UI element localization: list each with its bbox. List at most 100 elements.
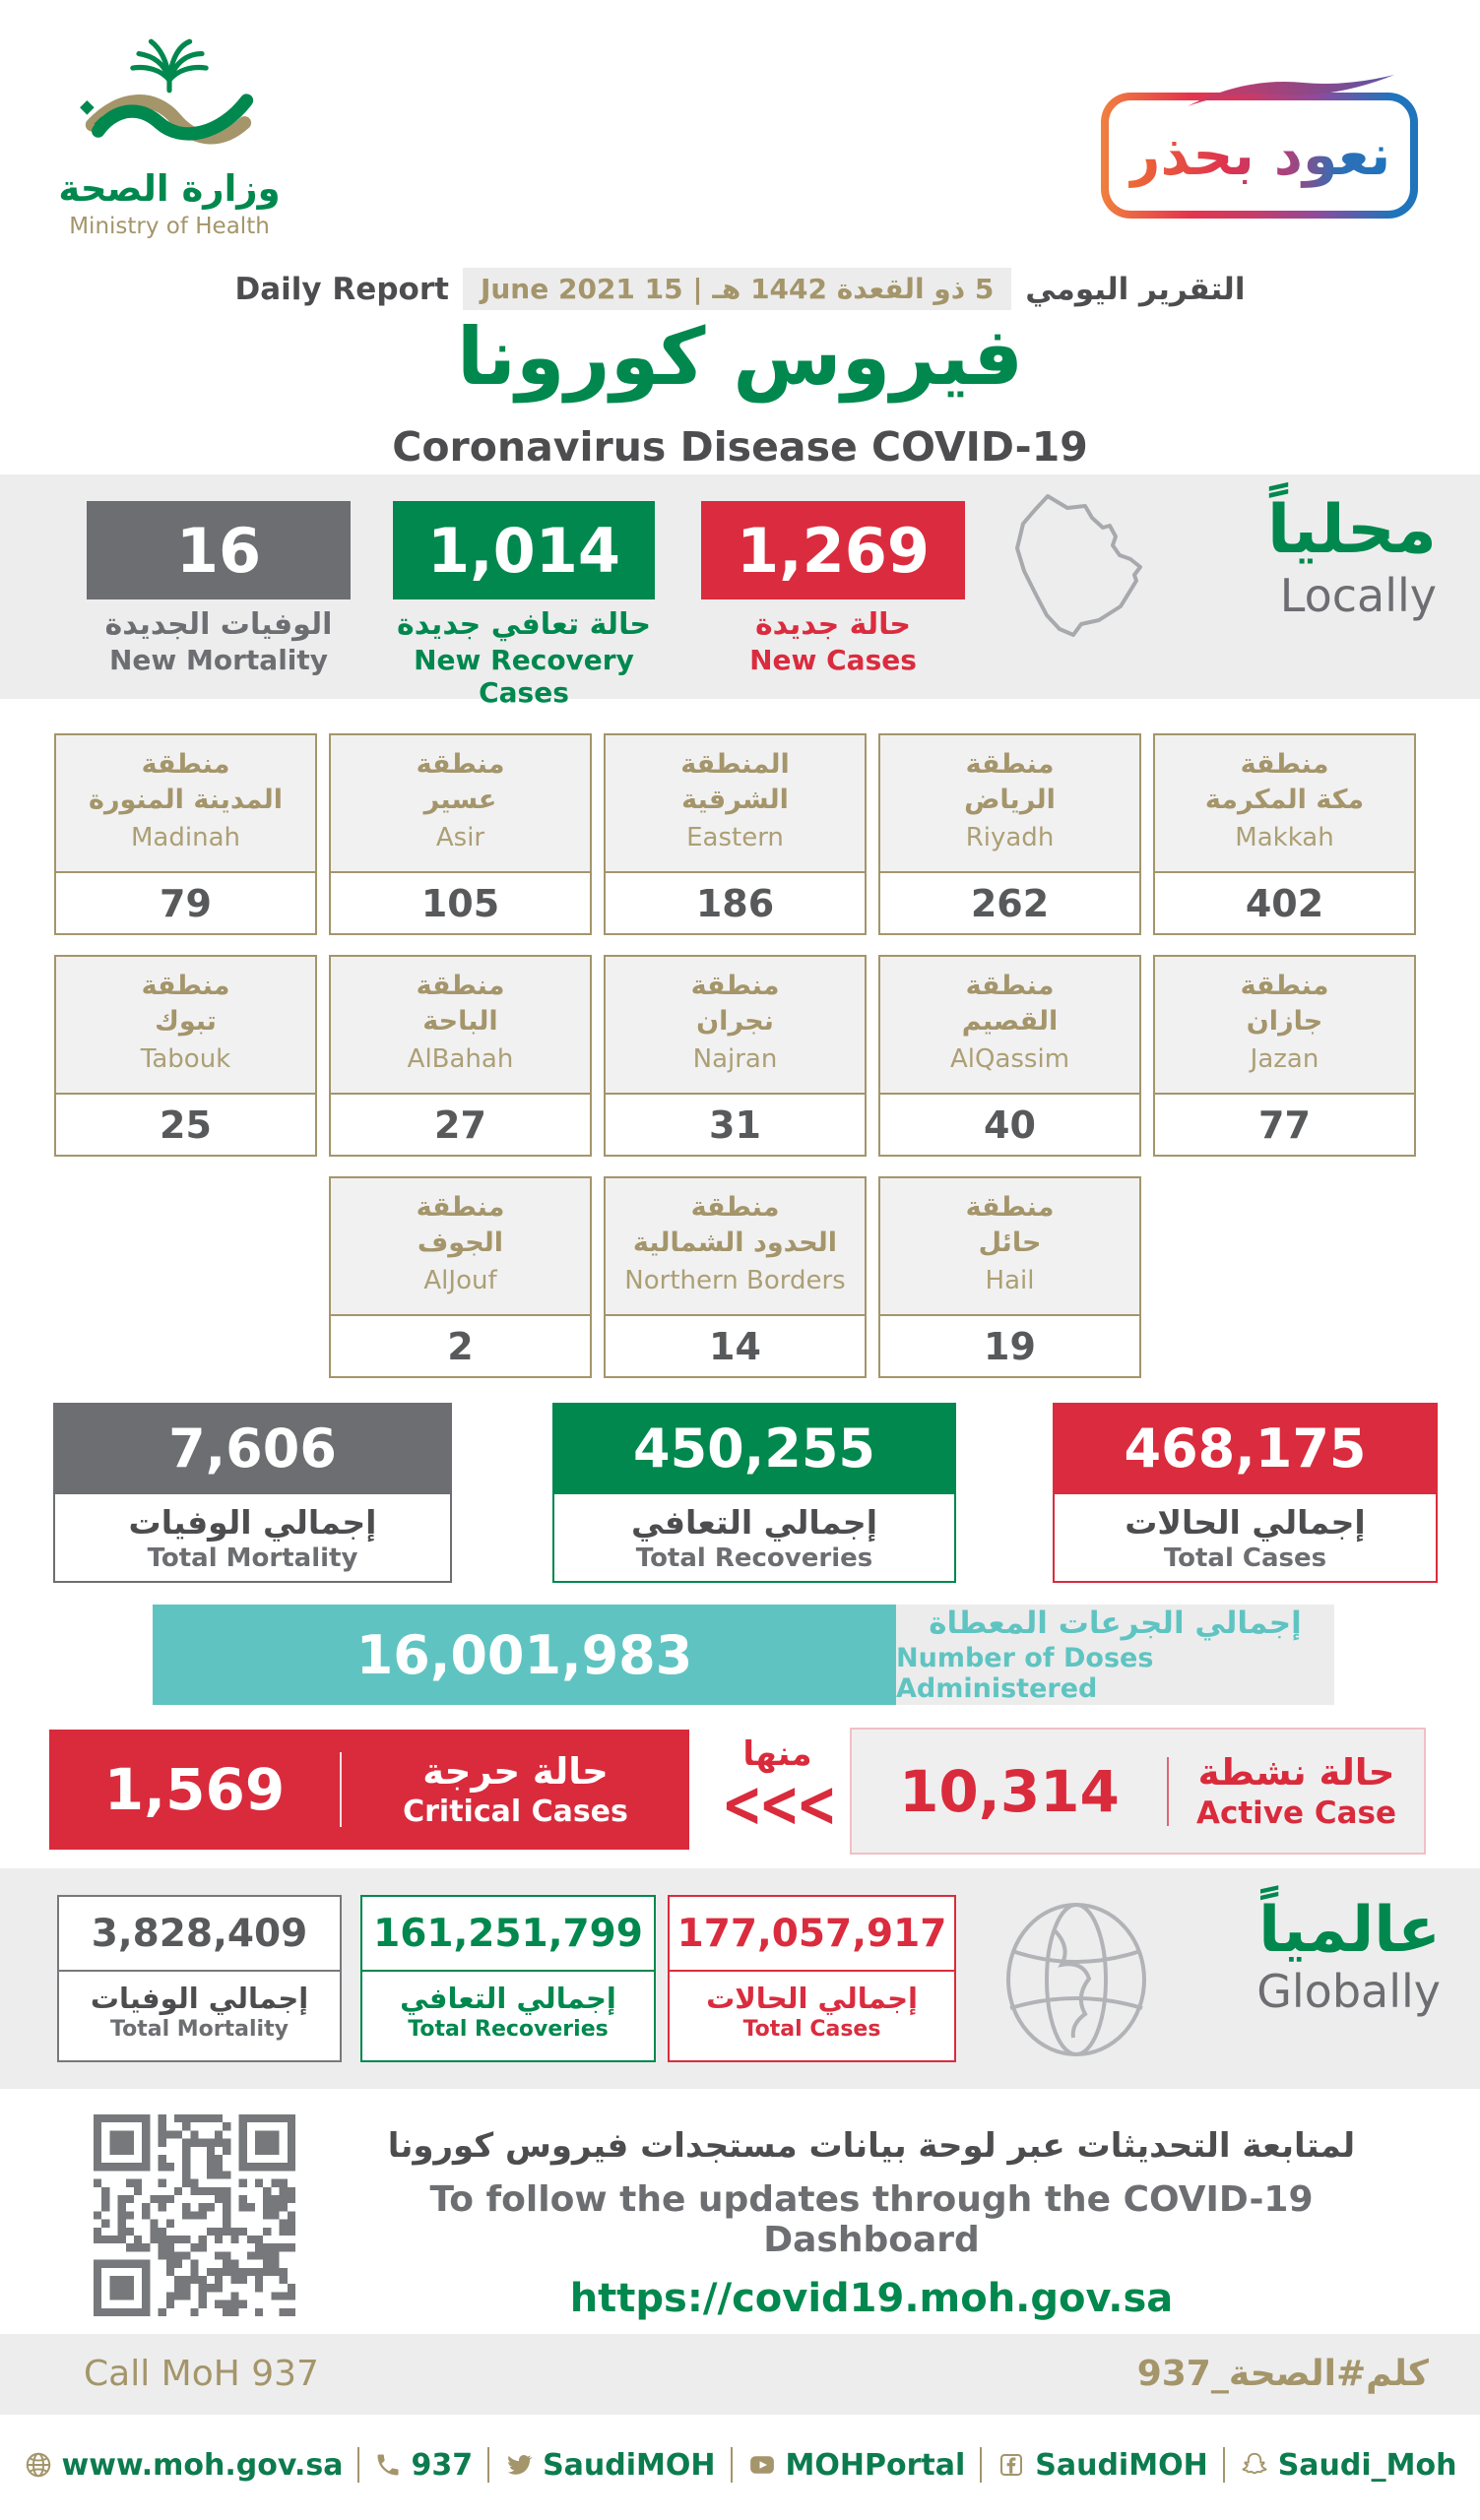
region-case-count: 77 — [1258, 1102, 1311, 1147]
region-name-en: Tabouk — [140, 1043, 231, 1074]
region-name-en: Jazan — [1250, 1043, 1319, 1074]
footer-youtube: MOHPortal — [733, 2448, 981, 2483]
hotline-band: Call MoH 937 كلم#الصحة_937 — [0, 2334, 1480, 2415]
locally-label-ar: محلياً — [1266, 491, 1437, 569]
region-name-ar: منطقة حائل — [965, 1192, 1055, 1259]
locally-label: محلياً Locally — [1266, 491, 1437, 622]
region-card-header: منطقة القصيم AlQassim — [880, 957, 1139, 1095]
facebook-icon — [1000, 2454, 1023, 2476]
global-mortality-card: 3,828,409 إجمالي الوفيات Total Mortality — [57, 1895, 342, 2062]
region-card-hail: منطقة حائل Hail 19 — [878, 1176, 1141, 1378]
active-cases-value: 10,314 — [899, 1757, 1120, 1825]
region-name-ar: منطقة تبوك — [141, 971, 230, 1038]
region-name-en: Asir — [435, 822, 485, 852]
region-card-madinah: منطقة المدينة المنورة Madinah 79 — [54, 733, 317, 935]
report-date-row: Daily Report 5 ذو القعدة 1442 هـ | 15 Ju… — [0, 268, 1480, 310]
region-name-ar: منطقة مكة المكرمة — [1204, 749, 1365, 816]
footer-separator — [487, 2447, 490, 2483]
dashboard-url-link[interactable]: https://covid19.moh.gov.sa — [569, 2276, 1174, 2321]
dashboard-info: لمتابعة التحديثات عبر لوحة بيانات مستجدا… — [325, 2126, 1418, 2321]
new-recoveries-label-en: New Recovery Cases — [414, 644, 634, 709]
region-card-alqassim: منطقة القصيم AlQassim 40 — [878, 955, 1141, 1157]
footer-separator — [1222, 2447, 1225, 2483]
moh-logo: وزارة الصحة Ministry of Health — [51, 35, 288, 239]
critical-cases-labels: حالة حرجة Critical Cases — [342, 1750, 689, 1829]
region-card-header: منطقة جازان Jazan — [1155, 957, 1414, 1095]
new-cases-stat: 1,269 حالة جديدة New Cases — [701, 501, 965, 676]
globe-icon — [26, 2452, 50, 2478]
social-footer: www.moh.gov.sa 937 SaudiMOH MOHPortal — [0, 2447, 1480, 2483]
new-cases-label-en: New Cases — [749, 644, 917, 676]
region-name-en: Northern Borders — [624, 1265, 846, 1295]
region-case-count: 19 — [984, 1324, 1036, 1368]
region-name-en: Eastern — [686, 822, 784, 852]
global-mortality-value: 3,828,409 — [59, 1897, 340, 1972]
region-card-jazan: منطقة جازان Jazan 77 — [1153, 955, 1416, 1157]
region-name-ar: منطقة القصيم — [961, 971, 1059, 1038]
snapchat-icon — [1242, 2452, 1267, 2475]
doses-label-en: Number of Doses Administered — [896, 1643, 1154, 1704]
footer-website: www.moh.gov.sa — [9, 2448, 358, 2483]
total-mortality-value: 7,606 — [53, 1403, 452, 1494]
region-name-en: Najran — [692, 1043, 778, 1074]
badge-text: نعود بحذر — [1127, 123, 1391, 188]
region-card-eastern: المنطقة الشرقية Eastern 186 — [604, 733, 867, 935]
region-case-count: 25 — [160, 1102, 212, 1147]
globally-band: 3,828,409 إجمالي الوفيات Total Mortality… — [0, 1868, 1480, 2089]
call-moh-label: Call MoH 937 — [84, 2354, 319, 2394]
logo-name-ar: وزارة الصحة — [58, 167, 281, 210]
region-name-en: Madinah — [131, 822, 240, 852]
new-cases-label-ar: حالة جديدة — [754, 607, 912, 642]
region-card-header: المنطقة الشرقية Eastern — [606, 735, 865, 873]
total-cases-value: 468,175 — [1053, 1403, 1438, 1494]
region-case-count: 105 — [420, 881, 500, 925]
footer-separator — [980, 2447, 983, 2483]
doses-value: 16,001,983 — [153, 1605, 896, 1705]
region-card-header: منطقة نجران Najran — [606, 957, 865, 1095]
total-recoveries-labels: إجمالي التعافي Total Recoveries — [552, 1494, 956, 1583]
region-case-count: 31 — [709, 1102, 761, 1147]
global-cases-value: 177,057,917 — [670, 1897, 954, 1972]
locally-band: 16 الوفيات الجديدة New Mortality 1,014 ح… — [0, 474, 1480, 709]
total-cases-card: 468,175 إجمالي الحالات Total Cases — [1053, 1403, 1438, 1583]
doses-label-ar: إجمالي الجرعات المعطاة — [929, 1606, 1302, 1641]
active-cases-label-ar: حالة نشطة — [1197, 1751, 1395, 1794]
footer-snapchat: Saudi_Moh — [1225, 2448, 1472, 2483]
region-card-header: منطقة حائل Hail — [880, 1178, 1139, 1316]
region-card-albahah: منطقة الباحة AlBahah 27 — [329, 955, 592, 1157]
global-cases-label-ar: إجمالي الحالات — [706, 1982, 918, 2015]
region-name-ar: منطقة الباحة — [416, 971, 505, 1038]
region-case-count: 14 — [709, 1324, 761, 1368]
dashboard-line-ar: لمتابعة التحديثات عبر لوحة بيانات مستجدا… — [387, 2126, 1356, 2166]
region-name-en: Hail — [985, 1265, 1035, 1295]
region-name-ar: منطقة الجوف — [416, 1192, 505, 1259]
region-name-ar: منطقة الرياض — [964, 749, 1056, 816]
region-card-najran: منطقة نجران Najran 31 — [604, 955, 867, 1157]
total-recoveries-label-ar: إجمالي التعافي — [630, 1502, 878, 1542]
region-name-en: AlJouf — [423, 1265, 497, 1295]
new-recoveries-value: 1,014 — [393, 501, 655, 599]
region-case-count: 186 — [695, 881, 775, 925]
qr-code — [94, 2114, 295, 2316]
return-with-caution-badge: نعود بحذر — [1101, 75, 1418, 219]
new-cases-value: 1,269 — [701, 501, 965, 599]
region-case-count: 2 — [447, 1324, 474, 1368]
badge-swoosh-icon — [1188, 75, 1394, 106]
region-name-ar: منطقة المدينة المنورة — [89, 749, 283, 816]
region-card-header: منطقة المدينة المنورة Madinah — [56, 735, 315, 873]
critical-cases-label-en: Critical Cases — [403, 1795, 628, 1829]
region-cards-grid: منطقة المدينة المنورة Madinah 79 منطقة عسي… — [0, 733, 1480, 1398]
total-cases-labels: إجمالي الحالات Total Cases — [1053, 1494, 1438, 1583]
footer-facebook: SaudiMOH — [982, 2448, 1222, 2483]
footer-separator — [357, 2447, 360, 2483]
footer-separator — [730, 2447, 733, 2483]
divider — [340, 1752, 342, 1827]
chevrons-left-icon: <<< — [721, 1767, 838, 1842]
global-recoveries-value: 161,251,799 — [362, 1897, 654, 1972]
divider — [1167, 1756, 1169, 1826]
total-recoveries-card: 450,255 إجمالي التعافي Total Recoveries — [552, 1403, 956, 1583]
region-case-count: 79 — [160, 881, 212, 925]
region-card-header: منطقة تبوك Tabouk — [56, 957, 315, 1095]
total-cases-label-ar: إجمالي الحالات — [1125, 1502, 1366, 1542]
